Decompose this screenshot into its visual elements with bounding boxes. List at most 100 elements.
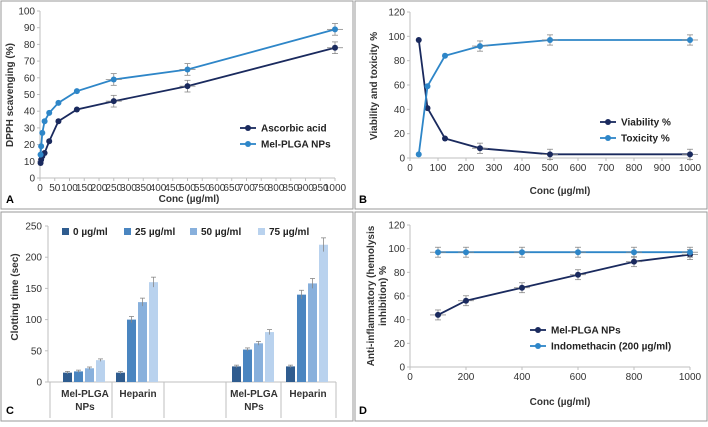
panel-a-x-tick-label: 550	[194, 183, 211, 194]
panel-b-series-2-point	[547, 36, 553, 43]
panel-a-x-tick-label: 600	[209, 183, 226, 194]
panel-d-letter: D	[359, 405, 367, 417]
panel-b-y-tick-label: 100	[388, 32, 405, 43]
panel-c-bar	[138, 302, 147, 382]
panel-d-x-tick-label: 800	[626, 372, 643, 383]
panel-d-y-tick-label: 100	[388, 244, 405, 255]
panel-a-y-tick-label: 60	[24, 73, 36, 84]
panel-b-x-tick-label: 700	[598, 163, 615, 174]
panel-c-category-label-line2: NPs	[75, 402, 95, 413]
panel-a-x-tick-label: 450	[164, 183, 181, 194]
panel-d-series-2-point	[575, 249, 581, 256]
panel-b-series-2-point	[442, 52, 448, 59]
panel-d-frame	[354, 211, 708, 422]
panel-c-bar	[85, 368, 94, 382]
panel-a-x-tick-label: 700	[238, 183, 255, 194]
panel-c-bar	[265, 332, 274, 382]
panel-a-x-tick-label: 400	[150, 183, 167, 194]
panel-c-bar	[286, 366, 295, 382]
panel-b-y-tick-label: 20	[394, 129, 406, 140]
panel-a-series-2-point	[332, 26, 338, 33]
panel-a-legend-label: Ascorbic acid	[261, 124, 327, 135]
panel-a-xlabel: Conc (µg/ml)	[159, 194, 220, 205]
panel-c-legend-label: 50 µg/ml	[201, 227, 241, 238]
panel-b-x-tick-label: 400	[514, 163, 531, 174]
panel-a-x-tick-label: 650	[223, 183, 240, 194]
panel-a-x-tick-label: 100	[61, 183, 78, 194]
panel-d-series-1-point	[631, 258, 637, 265]
panel-b-x-tick-label: 100	[430, 163, 447, 174]
panel-d-legend-marker	[535, 327, 541, 333]
panel-d-legend-label: Mel-PLGA NPs	[551, 326, 621, 337]
panel-b-ylabel: Viability and toxicity %	[369, 32, 380, 140]
panel-d-ylabel-line1: Anti-inflammatory (hemolysis	[366, 225, 377, 366]
panel-a-y-tick-label: 70	[24, 57, 36, 68]
panel-a-x-tick-label: 500	[179, 183, 196, 194]
panel-a-series-1-point	[184, 83, 191, 90]
panel-a-x-tick-label: 50	[49, 183, 61, 194]
panel-a-frame	[0, 0, 354, 210]
panel-b-x-tick-label: 300	[486, 163, 503, 174]
panel-b-y-tick-label: 40	[394, 105, 406, 116]
panel-d-x-tick-label: 0	[407, 372, 413, 383]
panel-a-y-tick-label: 100	[18, 7, 35, 18]
panel-d-y-tick-label: 20	[394, 339, 406, 350]
panel-a-x-tick-label: 0	[37, 183, 43, 194]
panel-d-x-tick-label: 600	[570, 372, 587, 383]
panel-a-series-2-point	[55, 99, 62, 106]
panel-b-series-2-point	[687, 36, 693, 43]
panel-a-series-2-point	[39, 129, 46, 136]
panel-b-x-tick-label: 800	[626, 163, 643, 174]
panel-a-y-tick-label: 30	[24, 123, 36, 134]
panel-b-y-tick-label: 80	[394, 56, 406, 67]
panel-c-bar	[63, 372, 72, 382]
panel-d-series-2-point	[435, 249, 441, 256]
panel-a-series-1-point	[110, 98, 117, 105]
panel-a-series-2-point	[73, 88, 80, 95]
panel-c-legend-swatch	[62, 228, 69, 235]
panel-c-legend-label: 0 µg/ml	[73, 227, 108, 238]
panel-d-y-tick-label: 60	[394, 292, 406, 303]
panel-a-x-tick-label: 800	[268, 183, 285, 194]
panel-d-y-tick-label: 40	[394, 315, 406, 326]
panel-b-x-tick-label: 600	[570, 163, 587, 174]
panel-a-series-1-point	[46, 138, 53, 145]
panel-a-letter: A	[6, 194, 14, 206]
panel-a-y-tick-label: 20	[24, 140, 36, 151]
panel-b-series-1-point	[477, 145, 483, 152]
panel-a-series-1-point	[73, 106, 80, 113]
panel-a-x-tick-label: 250	[105, 183, 122, 194]
panel-d-series-2-point	[631, 249, 637, 256]
panel-d-y-tick-label: 120	[388, 221, 405, 232]
panel-d-series-2-point	[687, 249, 693, 256]
panel-a-y-tick-label: 80	[24, 40, 36, 51]
panel-a-x-tick-label: 200	[91, 183, 108, 194]
panel-c-bar	[96, 360, 105, 382]
panel-b-series-2-point	[424, 83, 431, 90]
panel-b-x-tick-label: 0	[407, 163, 413, 174]
panel-d-series-1-point	[519, 284, 525, 291]
panel-a-series-2-point	[110, 76, 117, 83]
panel-a-x-tick-label: 150	[76, 183, 93, 194]
panel-b-legend-marker	[605, 119, 611, 125]
panel-b-series-1-point	[415, 36, 422, 43]
panel-d-series-2-point	[519, 249, 525, 256]
panel-b-y-tick-label: 0	[399, 154, 405, 165]
panel-a-series-1-point	[332, 44, 338, 51]
panel-a-series-2-point	[37, 151, 44, 158]
panel-b-letter: B	[359, 194, 367, 206]
panel-b-series-2-line	[417, 39, 690, 155]
panel-c-category-label-line2: NPs	[244, 402, 264, 413]
panel-c-legend-label: 75 µg/ml	[269, 227, 309, 238]
panel-c-y-tick-label: 200	[25, 253, 42, 264]
panel-c-bar	[254, 343, 263, 382]
panel-c-legend-swatch	[190, 228, 197, 235]
panel-c-category-label-line1: Mel-PLGA	[230, 389, 278, 400]
panel-a-series-2-line	[39, 28, 336, 155]
panel-a-y-tick-label: 10	[24, 157, 36, 168]
panel-b-y-tick-label: 60	[394, 81, 406, 92]
panel-c-bar	[308, 283, 317, 382]
panel-b-x-tick-label: 500	[542, 163, 559, 174]
panel-c-y-tick-label: 100	[25, 315, 42, 326]
